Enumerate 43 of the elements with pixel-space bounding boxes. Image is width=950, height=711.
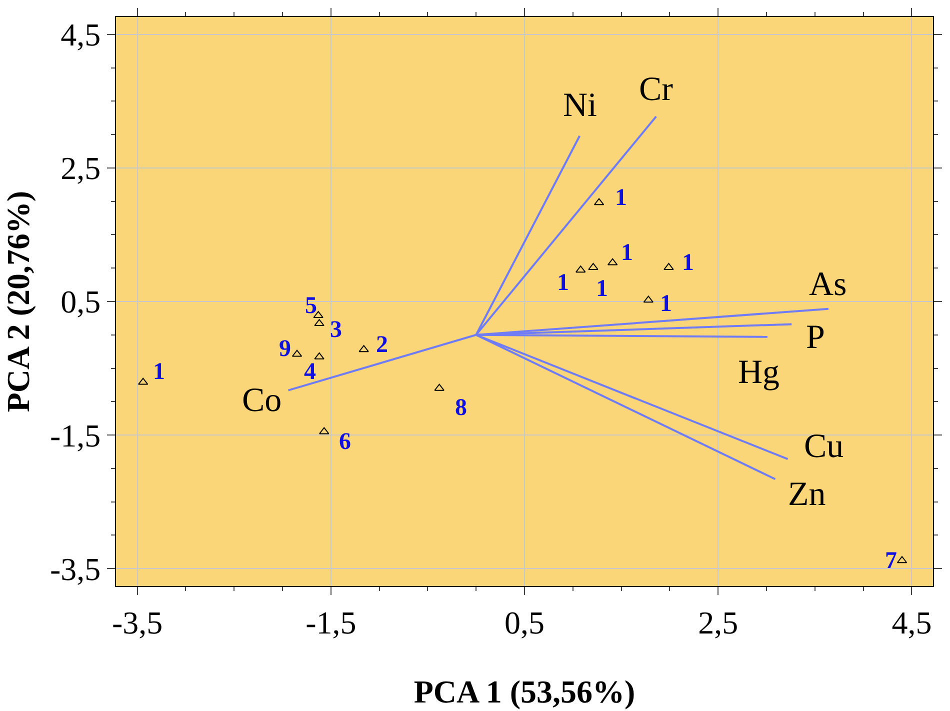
point [314, 352, 324, 360]
annotation: 4 [304, 359, 316, 385]
annotation: 3 [330, 317, 342, 343]
annotation: 1 [660, 291, 672, 317]
annotation: Ni [563, 87, 597, 124]
annotation: 8 [455, 395, 467, 421]
y-tick-label: -3,5 [50, 550, 101, 587]
point [358, 345, 369, 352]
x-tick-label: 4,5 [892, 604, 932, 640]
annotation: 1 [557, 270, 569, 296]
point [576, 266, 586, 273]
point [319, 427, 330, 434]
point [588, 262, 598, 270]
annotation: 1 [596, 276, 608, 302]
annotation: 1 [153, 359, 165, 385]
x-tick-label: 2,5 [698, 604, 738, 640]
x-axis-title: PCA 1 (53,56%) [414, 673, 636, 710]
annotation: Hg [738, 354, 780, 391]
y-tick-label: 0,5 [60, 284, 101, 320]
annotation: P [806, 319, 825, 356]
x-tick-label: -3,5 [112, 604, 163, 640]
point [664, 262, 674, 270]
annotation: As [809, 266, 847, 303]
annotation: 7 [885, 548, 897, 574]
annotation: 2 [376, 332, 388, 358]
y-axis-title: PCA 2 (20,76%) [0, 190, 36, 412]
y-tick-label: -1,5 [50, 417, 101, 454]
annotation: 1 [621, 240, 633, 266]
point [314, 319, 324, 326]
y-tick-label: 4,5 [60, 16, 101, 53]
annotation: 6 [339, 429, 351, 455]
annotation: 1 [682, 250, 694, 276]
y-tick-label: 2,5 [60, 150, 101, 186]
annotation: 5 [305, 293, 317, 319]
annotation: Cr [639, 71, 674, 108]
annotation: Co [242, 382, 282, 419]
x-tick-label: -1,5 [306, 604, 356, 640]
x-tick-label: 0,5 [504, 604, 544, 640]
annotation: Cu [804, 428, 844, 465]
point [434, 384, 444, 391]
annotation: Zn [788, 476, 826, 513]
annotation: 1 [615, 185, 627, 211]
annotation: 9 [279, 336, 291, 362]
